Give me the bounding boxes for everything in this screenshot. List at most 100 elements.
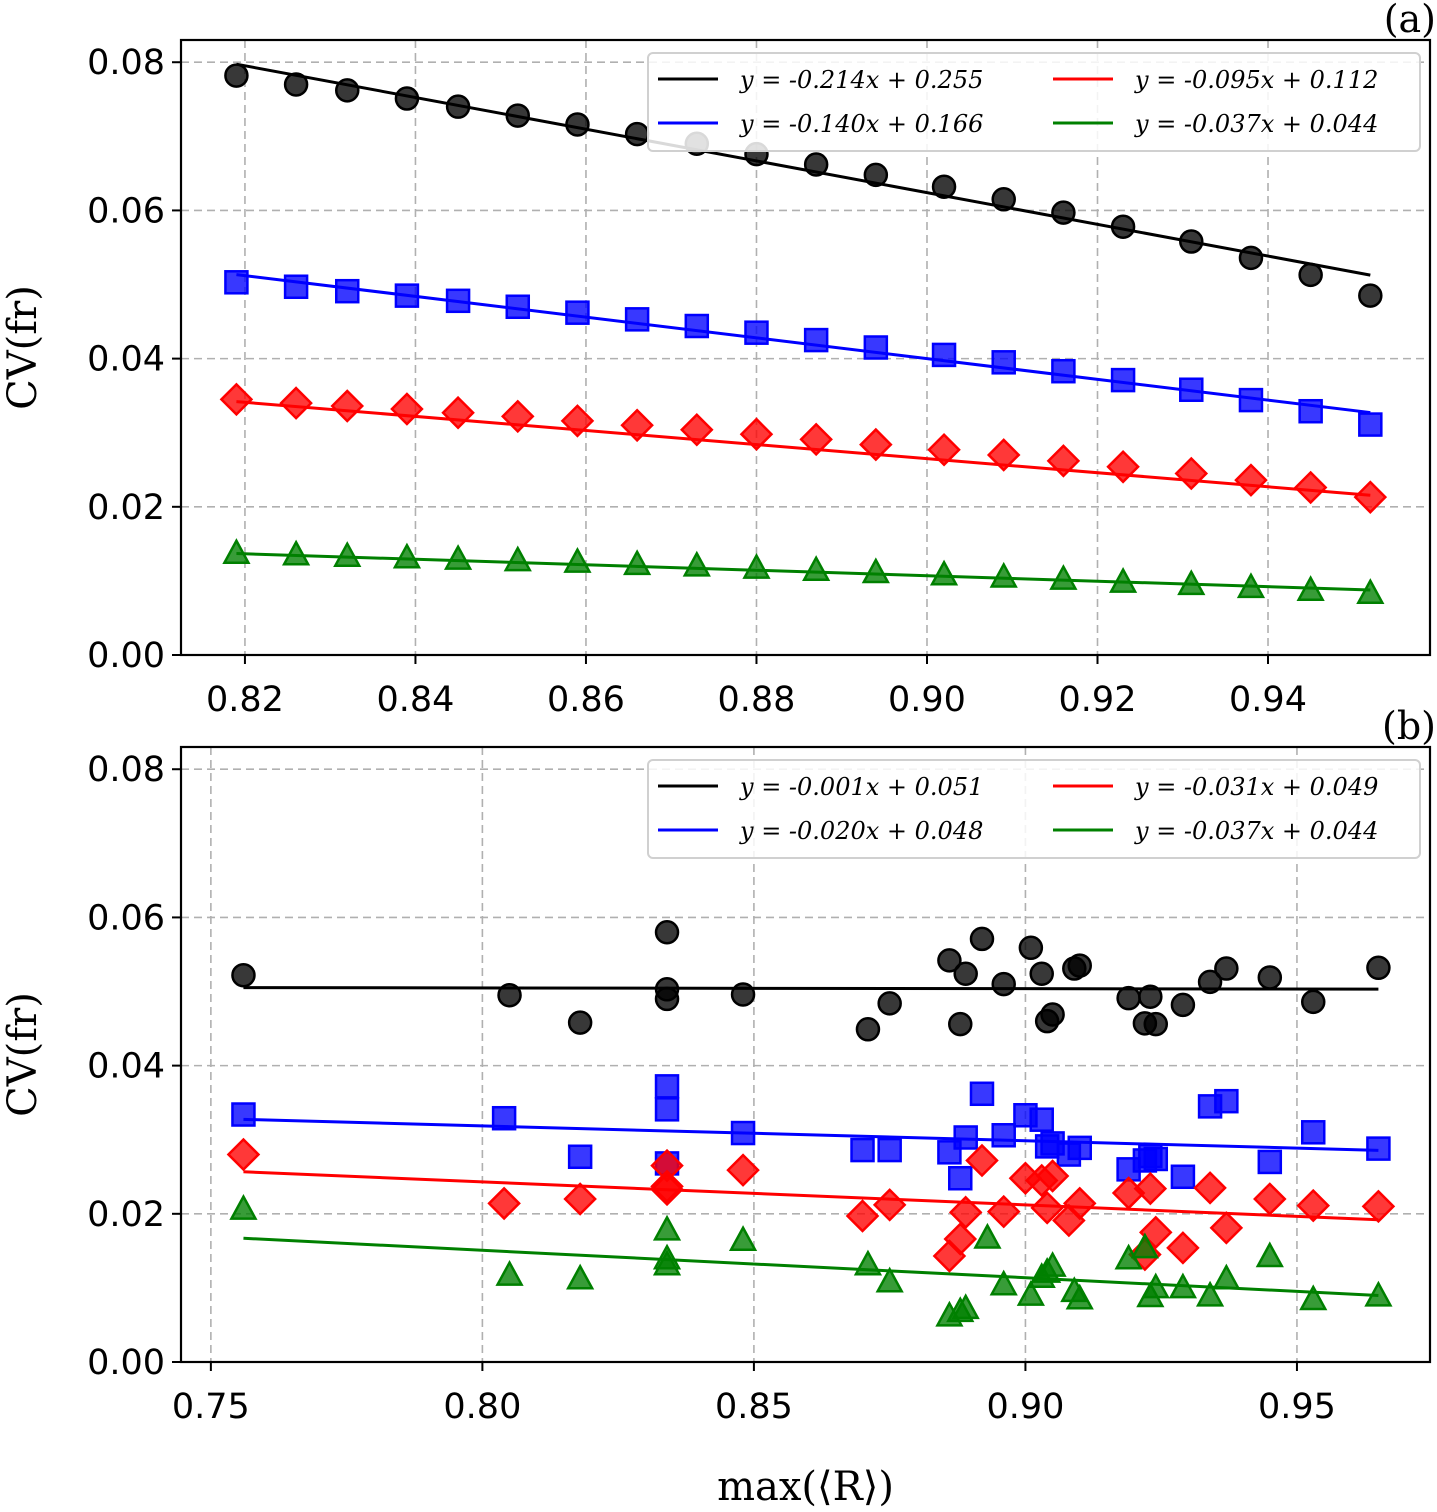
- panel-b-ytick-label-4: 0.08: [87, 750, 165, 790]
- panel-b-series-0-point-15: [1029, 961, 1054, 986]
- panel-a-series-2-point-4: [441, 395, 475, 430]
- panel-b-series-3-point-13: [989, 1269, 1018, 1296]
- panel-a-series-2-point-13: [986, 438, 1021, 472]
- panel-a-series-0-point-10: [803, 152, 829, 177]
- panel-b-legend-entry-0: y = -0.001x + 0.051: [739, 773, 983, 801]
- panel-b-series-0-point-19: [1067, 953, 1092, 978]
- panel-a-series-3-point-12: [929, 559, 959, 586]
- panel-a-series-3-point-14: [1049, 564, 1078, 590]
- panel-a-series-2-point-16: [1174, 456, 1209, 491]
- panel-a-series-2-point-10: [799, 422, 833, 457]
- panel-a-series-3-point-9: [742, 552, 771, 579]
- panel-b-series-2-point-10: [943, 1222, 978, 1256]
- panel-b-series-2-point-7: [845, 1199, 880, 1233]
- panel-b-series-3-point-27: [1255, 1241, 1284, 1268]
- panel-a-legend-entry-3: y = -0.037x + 0.044: [1134, 110, 1378, 138]
- panel-a-xtick-label-2: 0.86: [547, 680, 625, 720]
- panel-a-series-0-point-11: [863, 162, 889, 188]
- panel-a-series-0-point-5: [505, 103, 531, 128]
- panel-a-series-3-point-0: [222, 538, 251, 564]
- panel-a-series-2-point-11: [859, 427, 893, 462]
- panel-b-series-0-point-24: [1170, 992, 1196, 1018]
- panel-b-series-3-point-0: [229, 1194, 258, 1220]
- panel-b-series-1-point-13: [991, 1123, 1016, 1148]
- panel-b-series-2-point-26: [1209, 1211, 1244, 1245]
- panel-b-xtick-label-1: 0.80: [443, 1387, 521, 1427]
- panel-b-series-2-point-24: [1166, 1231, 1200, 1265]
- panel-a-series-2-point-17: [1234, 463, 1268, 497]
- panel-b-series-1-point-8: [877, 1137, 902, 1163]
- panel-a-xtick-label-4: 0.90: [888, 680, 966, 720]
- panel-a-series-0-point-18: [1298, 262, 1323, 288]
- panel-b-legend-entry-1: y = -0.020x + 0.048: [739, 817, 983, 845]
- panel-b-series-3-point-1: [495, 1259, 524, 1286]
- panel-a-series-0-point-17: [1238, 245, 1264, 271]
- panel-b-series-3-point-29: [1364, 1280, 1393, 1307]
- panel-a-series-2-point-0: [219, 382, 254, 417]
- panel-a-ytick-label-3: 0.06: [87, 191, 165, 231]
- panel-b-series-1-point-11: [953, 1125, 978, 1150]
- panel-a-series-3-point-7: [623, 549, 652, 576]
- panel-b-ylabel: CV(fr): [0, 992, 46, 1117]
- panel-b-series-1-point-6: [730, 1120, 756, 1146]
- panel-a-series-2-point-5: [500, 399, 535, 434]
- panel-b-series-0-point-5: [654, 986, 680, 1012]
- panel-a-series-0-point-0: [224, 63, 249, 88]
- panel-a-series-3-point-17: [1236, 572, 1266, 599]
- panel-a-series-0-point-1: [283, 72, 309, 97]
- panel-b-series-3-point-17: [1038, 1251, 1067, 1277]
- panel-a-ytick-label-4: 0.08: [87, 43, 165, 83]
- panel-b-legend-entry-2: y = -0.031x + 0.049: [1134, 773, 1378, 801]
- panel-b-series-2-point-16: [1030, 1191, 1064, 1225]
- panel-b-series-2-point-28: [1296, 1188, 1331, 1223]
- panel-b-series-3-point-24: [1168, 1272, 1198, 1299]
- panel-b-series-1-point-26: [1214, 1088, 1239, 1114]
- panel-a-series-2-point-3: [390, 392, 424, 426]
- panel-b-series-3-point-21: [1130, 1232, 1160, 1259]
- panel-b-series-0-point-10: [948, 1011, 973, 1037]
- panel-b-series-3-point-12: [973, 1222, 1002, 1249]
- panel-a-series-1-point-1: [283, 274, 309, 299]
- panel-b-series-0-point-25: [1197, 969, 1223, 995]
- panel-a-series-0-point-2: [334, 78, 360, 103]
- panel-b-series-3-point-19: [1065, 1283, 1094, 1310]
- panel-b-series-1-point-7: [850, 1137, 875, 1163]
- panel-a-series-2-point-1: [279, 386, 313, 420]
- panel-b-series-3-point-25: [1195, 1280, 1225, 1307]
- panel-a-series-3-point-13: [989, 561, 1018, 588]
- panel-a-series-0-point-7: [624, 121, 650, 147]
- panel-b-series-2-point-17: [1035, 1159, 1070, 1193]
- panel-b-series-0-point-2: [567, 1010, 593, 1035]
- panel-b-series-0-point-0: [231, 962, 256, 988]
- panel-b-series-3-point-23: [1141, 1272, 1170, 1299]
- panel-b-series-3-point-7: [853, 1249, 883, 1276]
- panel-a-series-1-point-10: [803, 327, 829, 353]
- panel-b-series-2-point-12: [965, 1143, 999, 1178]
- panel-a-series-3-point-15: [1108, 567, 1138, 593]
- panel-a-series-1-point-16: [1179, 377, 1204, 402]
- panel-a-series-1-point-8: [684, 313, 710, 339]
- panel-a-series-1-point-19: [1358, 412, 1383, 437]
- panel-a-series-2-point-9: [739, 417, 774, 451]
- panel-b-series-0-point-29: [1366, 955, 1391, 981]
- panel-b-series-0-point-26: [1214, 956, 1239, 981]
- panel-a-series-1-point-6: [565, 300, 590, 325]
- panel-a-ytick-label-2: 0.04: [87, 340, 165, 380]
- panel-b-series-0-point-14: [1018, 935, 1044, 961]
- panel-a-series-2-point-15: [1106, 450, 1140, 484]
- panel-b-series-0-point-27: [1257, 965, 1283, 990]
- panel-a-fit-line-3: [236, 552, 1371, 592]
- panel-a-xtick-label-3: 0.88: [718, 680, 796, 720]
- panel-a-series-3-point-8: [682, 550, 711, 577]
- panel-a-series-0-point-6: [565, 112, 590, 137]
- panel-b-series-1-point-3: [654, 1074, 680, 1099]
- panel-b-series-0-point-3: [654, 919, 680, 945]
- panel-b-series-2-point-22: [1133, 1171, 1168, 1206]
- panel-b-series-2-point-27: [1253, 1182, 1287, 1216]
- panel-a-series-1-point-11: [863, 335, 889, 360]
- panel-b-legend-box: [647, 759, 1421, 859]
- panel-b-series-3-point-28: [1299, 1284, 1328, 1311]
- panel-a-xtick-label-0: 0.82: [206, 680, 284, 720]
- panel-a-xtick-label-5: 0.92: [1059, 680, 1137, 720]
- panel-b-xtick-label-3: 0.90: [986, 1387, 1064, 1427]
